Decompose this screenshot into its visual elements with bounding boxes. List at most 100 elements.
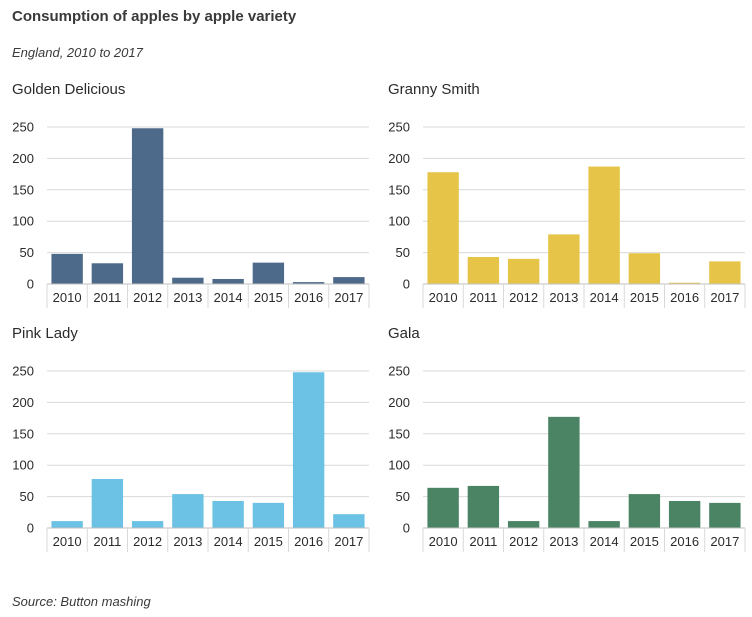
bar-2010 xyxy=(427,172,459,284)
x-tick-label: 2016 xyxy=(670,290,699,305)
x-tick-label: 2010 xyxy=(429,290,458,305)
page-title: Consumption of apples by apple variety xyxy=(12,8,297,25)
x-tick-label: 2017 xyxy=(334,290,363,305)
y-tick-label: 150 xyxy=(12,182,34,197)
bar-2013 xyxy=(172,494,204,528)
x-tick-label: 2014 xyxy=(214,290,243,305)
y-tick-label: 50 xyxy=(20,245,34,260)
x-tick-label: 2011 xyxy=(93,534,121,549)
bar-2012 xyxy=(131,521,164,528)
x-tick-label: 2015 xyxy=(630,290,659,305)
x-tick-label: 2016 xyxy=(294,290,323,305)
bar-2016 xyxy=(668,500,701,528)
bar-2016 xyxy=(668,282,701,284)
y-tick-label: 250 xyxy=(12,120,34,135)
panel-title-granny-smith: Granny Smith xyxy=(388,81,480,98)
bar-2017 xyxy=(709,502,741,528)
bar-2015 xyxy=(628,494,661,528)
bar-2015 xyxy=(628,253,661,284)
bar-2014 xyxy=(588,521,620,528)
bar-2015 xyxy=(252,502,285,528)
x-tick-label: 2010 xyxy=(53,534,82,549)
chart-panel-gala: 0 50 100 150 200 250 2010 2011 2012 2013 2014 2015 2… xyxy=(388,364,746,552)
bar-2011 xyxy=(467,485,500,528)
bar-2017 xyxy=(709,261,741,284)
bar-2017 xyxy=(333,277,365,284)
x-tick-label: 2014 xyxy=(590,290,619,305)
bar-2014 xyxy=(212,278,244,284)
y-tick-label: 50 xyxy=(20,489,34,504)
chart-panel-golden-delicious: 0 50 100 150 200 250 2010 2011 2012 2013 2014 2015 2… xyxy=(12,120,370,308)
bar-2010 xyxy=(427,487,459,528)
y-tick-label: 200 xyxy=(12,151,34,166)
y-tick-label: 250 xyxy=(388,120,410,135)
bar-2010 xyxy=(51,253,83,284)
page-subtitle: England, 2010 to 2017 xyxy=(12,45,143,60)
x-tick-label: 2014 xyxy=(590,534,619,549)
x-tick-label: 2014 xyxy=(214,534,243,549)
y-tick-label: 150 xyxy=(388,426,410,441)
bar-2011 xyxy=(467,256,500,284)
bar-2012 xyxy=(507,258,540,284)
x-tick-label: 2010 xyxy=(53,290,82,305)
bar-2012 xyxy=(507,521,540,528)
bar-2013 xyxy=(548,416,580,528)
y-tick-label: 100 xyxy=(12,214,34,229)
y-tick-label: 100 xyxy=(388,214,410,229)
y-tick-label: 100 xyxy=(388,458,410,473)
bar-2013 xyxy=(548,234,580,284)
y-tick-label: 250 xyxy=(12,364,34,379)
x-tick-label: 2010 xyxy=(429,534,458,549)
bar-2013 xyxy=(172,277,204,284)
y-tick-label: 50 xyxy=(396,245,410,260)
x-tick-label: 2011 xyxy=(93,290,121,305)
x-tick-label: 2013 xyxy=(549,290,578,305)
y-tick-label: 100 xyxy=(12,458,34,473)
panel-title-gala: Gala xyxy=(388,325,420,342)
y-tick-label: 0 xyxy=(403,521,410,536)
y-tick-label: 0 xyxy=(27,521,34,536)
y-tick-label: 0 xyxy=(403,277,410,292)
x-tick-label: 2011 xyxy=(469,534,497,549)
bar-2010 xyxy=(51,521,83,528)
x-tick-label: 2013 xyxy=(549,534,578,549)
bar-2015 xyxy=(252,262,285,284)
x-tick-label: 2015 xyxy=(630,534,659,549)
chart-panel-pink-lady: 0 50 100 150 200 250 2010 2011 2012 2013 2014 2015 2… xyxy=(12,364,370,552)
x-tick-label: 2017 xyxy=(710,290,739,305)
bar-2012 xyxy=(131,128,164,284)
x-tick-label: 2017 xyxy=(334,534,363,549)
x-tick-label: 2012 xyxy=(133,290,162,305)
bar-2017 xyxy=(333,514,365,528)
x-tick-label: 2013 xyxy=(173,534,202,549)
x-tick-label: 2015 xyxy=(254,290,283,305)
x-tick-label: 2016 xyxy=(670,534,699,549)
panel-title-golden-delicious: Golden Delicious xyxy=(12,81,126,98)
bar-2016 xyxy=(292,372,325,528)
x-tick-label: 2016 xyxy=(294,534,323,549)
chart-panel-granny-smith: 0 50 100 150 200 250 2010 2011 2012 2013 2014 2015 2… xyxy=(388,120,746,308)
y-tick-label: 200 xyxy=(388,151,410,166)
bar-2014 xyxy=(588,166,620,284)
source-note: Source: Button mashing xyxy=(12,594,151,609)
panel-title-pink-lady: Pink Lady xyxy=(12,325,78,342)
x-tick-label: 2011 xyxy=(469,290,497,305)
bar-2014 xyxy=(212,500,244,528)
x-tick-label: 2012 xyxy=(509,290,538,305)
y-tick-label: 150 xyxy=(388,182,410,197)
y-tick-label: 0 xyxy=(27,277,34,292)
bar-2016 xyxy=(292,282,325,284)
x-tick-label: 2012 xyxy=(133,534,162,549)
y-tick-label: 50 xyxy=(396,489,410,504)
y-tick-label: 200 xyxy=(388,395,410,410)
y-tick-label: 250 xyxy=(388,364,410,379)
y-tick-label: 200 xyxy=(12,395,34,410)
x-tick-label: 2013 xyxy=(173,290,202,305)
x-tick-label: 2017 xyxy=(710,534,739,549)
bar-2011 xyxy=(91,263,124,284)
x-tick-label: 2012 xyxy=(509,534,538,549)
x-tick-label: 2015 xyxy=(254,534,283,549)
bar-2011 xyxy=(91,479,124,528)
y-tick-label: 150 xyxy=(12,426,34,441)
